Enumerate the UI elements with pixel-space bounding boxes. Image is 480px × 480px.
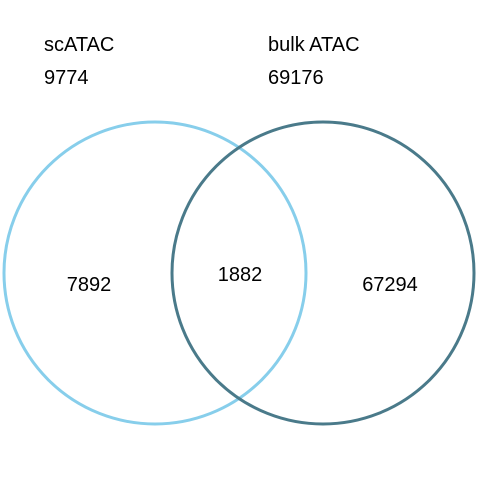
region-overlap-count: 1882 [218,264,263,286]
set-a-circle [2,120,308,426]
set-a-total: 9774 [44,67,89,89]
region-only-b-count: 67294 [362,274,418,296]
region-only-a-count: 7892 [67,274,112,296]
set-a-name: scATAC [44,34,114,56]
set-b-circle [170,120,476,426]
set-b-name: bulk ATAC [268,34,360,56]
set-b-total: 69176 [268,67,324,89]
